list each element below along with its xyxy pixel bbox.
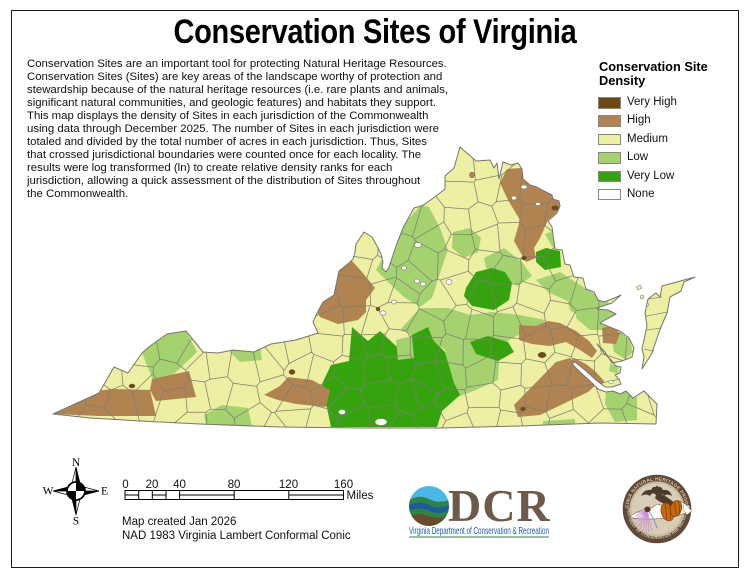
svg-text:20: 20	[146, 479, 159, 491]
svg-text:40: 40	[173, 479, 186, 491]
svg-text:80: 80	[228, 479, 241, 491]
svg-text:0: 0	[122, 479, 128, 491]
svg-text:Virginia Department of Conserv: Virginia Department of Conservation & Re…	[409, 526, 549, 537]
svg-text:W: W	[43, 486, 54, 498]
svg-text:E: E	[101, 486, 108, 498]
svg-text:120: 120	[279, 479, 298, 491]
svg-text:S: S	[73, 516, 79, 528]
svg-text:Miles: Miles	[347, 490, 374, 502]
svg-text:N: N	[72, 457, 81, 469]
svg-text:160: 160	[334, 479, 353, 491]
svg-text:DCR: DCR	[448, 480, 551, 531]
